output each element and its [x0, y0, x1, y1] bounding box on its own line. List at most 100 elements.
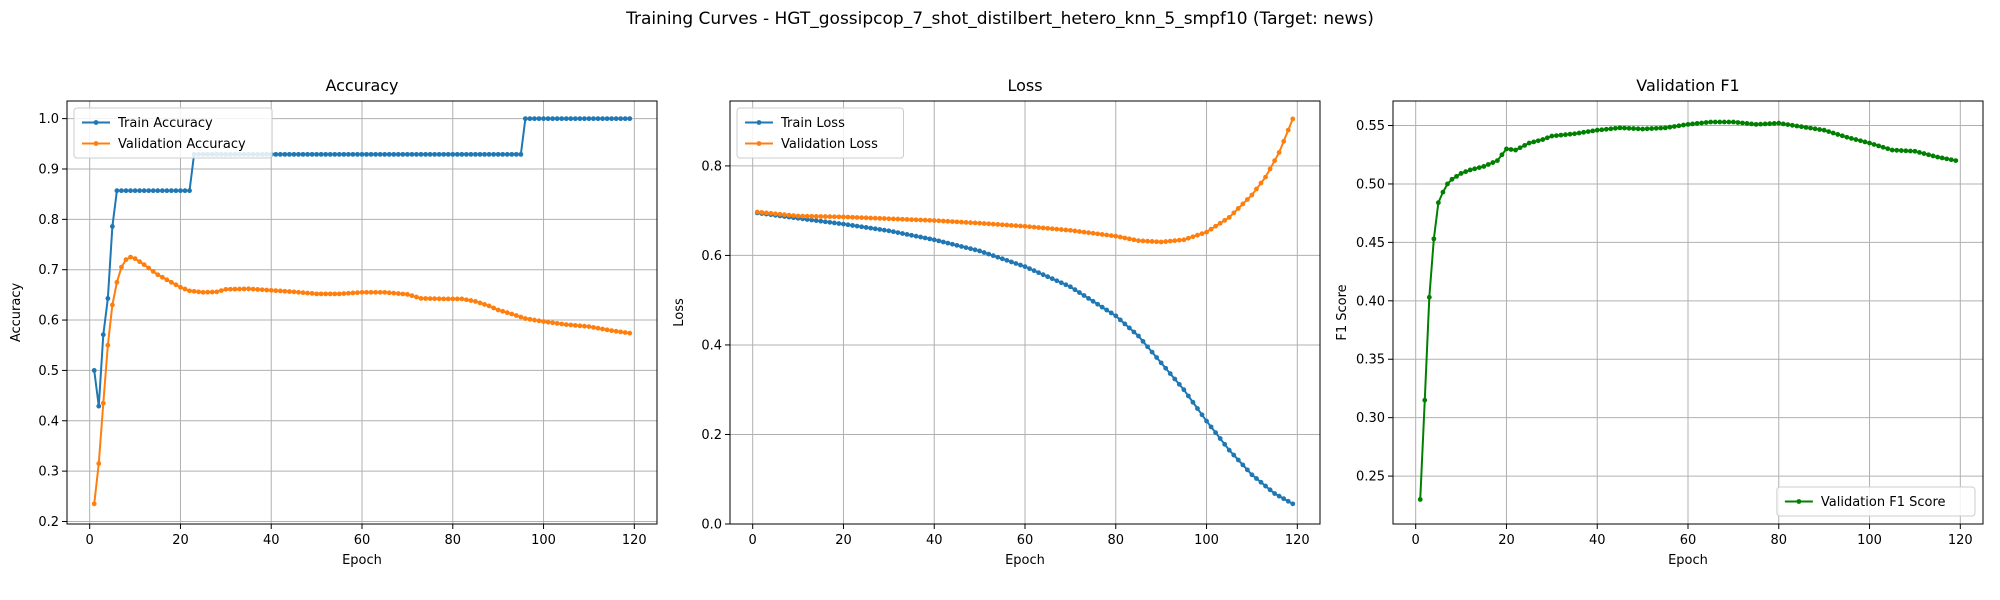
- data-point: [386, 151, 392, 157]
- data-point: [627, 330, 633, 336]
- data-point: [827, 214, 833, 220]
- data-point: [1563, 132, 1568, 138]
- data-point: [300, 290, 306, 296]
- series-validation-loss: [754, 116, 1296, 245]
- data-point: [1948, 157, 1954, 163]
- data-point: [986, 221, 992, 227]
- data-point: [1517, 145, 1523, 151]
- data-point: [913, 217, 919, 223]
- y-tick-label: 0.40: [1356, 294, 1385, 309]
- data-point: [1249, 192, 1255, 198]
- y-tick-label: 0.9: [38, 162, 59, 177]
- data-point: [1117, 317, 1123, 323]
- legend: Validation F1 Score: [1776, 486, 1976, 517]
- data-point: [1935, 154, 1941, 160]
- data-point: [1740, 120, 1745, 126]
- data-point: [1526, 140, 1532, 146]
- data-point: [164, 188, 170, 194]
- data-point: [1058, 280, 1064, 286]
- data-point: [1907, 148, 1913, 154]
- data-point: [1658, 125, 1664, 131]
- data-point: [1185, 393, 1191, 399]
- data-point: [1018, 223, 1023, 229]
- data-point: [1290, 501, 1296, 507]
- y-tick-label: 0.3: [38, 465, 59, 480]
- data-point: [391, 290, 397, 296]
- data-point: [359, 151, 365, 157]
- data-point: [541, 116, 546, 122]
- data-point: [1136, 238, 1141, 244]
- data-point: [913, 233, 919, 239]
- legend-item: Validation Loss: [745, 137, 878, 152]
- data-point: [223, 286, 229, 292]
- x-tick-label: 60: [1680, 533, 1697, 548]
- data-point: [813, 218, 819, 224]
- chart-title: Accuracy: [325, 76, 398, 95]
- data-point: [132, 256, 138, 262]
- data-point: [463, 151, 469, 157]
- data-point: [895, 230, 901, 236]
- data-point: [900, 231, 905, 236]
- data-point: [563, 116, 569, 122]
- data-point: [1499, 152, 1505, 158]
- data-point: [1644, 126, 1650, 132]
- data-point: [1117, 234, 1123, 240]
- data-point: [1145, 238, 1150, 244]
- data-point: [1858, 138, 1863, 144]
- data-point: [586, 116, 592, 122]
- chart-1: 0 20 40 60 80 100 120 0.2 0.3 0.4 0.5 0.6 0.7 0.8 0.9 1…: [9, 76, 658, 568]
- data-point: [559, 116, 565, 122]
- data-point: [178, 188, 183, 194]
- data-point: [468, 151, 474, 157]
- data-point: [527, 116, 533, 122]
- data-point: [909, 217, 914, 223]
- data-point: [918, 234, 924, 240]
- data-point: [1699, 120, 1705, 126]
- data-point: [423, 151, 428, 157]
- figure-suptitle: Training Curves - HGT_gossipcop_7_shot_d…: [626, 9, 1374, 29]
- data-point: [414, 151, 419, 157]
- data-point: [1504, 146, 1509, 152]
- data-point: [845, 222, 851, 228]
- data-point: [459, 151, 465, 157]
- data-point: [395, 151, 401, 157]
- data-point: [1567, 131, 1573, 137]
- data-point: [1267, 487, 1273, 493]
- data-point: [922, 235, 928, 241]
- legend-marker: [756, 120, 762, 125]
- data-point: [1018, 262, 1023, 268]
- data-point: [277, 151, 283, 157]
- data-point: [196, 289, 202, 295]
- data-point: [486, 303, 492, 309]
- x-tick-label: 120: [1285, 533, 1310, 548]
- data-point: [1826, 129, 1832, 135]
- data-point: [336, 151, 342, 157]
- data-point: [173, 282, 179, 288]
- x-tick-label: 80: [444, 533, 461, 548]
- data-point: [445, 151, 451, 157]
- data-point: [109, 223, 115, 229]
- data-point: [550, 116, 556, 122]
- data-point: [1944, 156, 1950, 162]
- data-point: [859, 224, 865, 230]
- data-point: [1226, 447, 1232, 453]
- data-point: [500, 151, 506, 157]
- data-point: [1167, 238, 1173, 244]
- data-point: [400, 151, 406, 157]
- legend-label: Train Accuracy: [117, 116, 213, 131]
- data-point: [1667, 124, 1673, 130]
- legend-item: Validation Accuracy: [82, 137, 246, 152]
- data-point: [1063, 227, 1069, 233]
- data-point: [1558, 132, 1564, 138]
- data-point: [1799, 124, 1804, 130]
- y-tick-label: 0.30: [1356, 411, 1385, 426]
- data-point: [895, 216, 901, 222]
- legend-label: Train Loss: [780, 116, 845, 131]
- data-point: [1576, 130, 1582, 136]
- data-point: [1213, 430, 1219, 436]
- data-point: [850, 214, 855, 220]
- data-point: [1608, 126, 1614, 132]
- data-point: [1572, 131, 1577, 137]
- data-point: [468, 298, 474, 303]
- data-point: [146, 265, 152, 271]
